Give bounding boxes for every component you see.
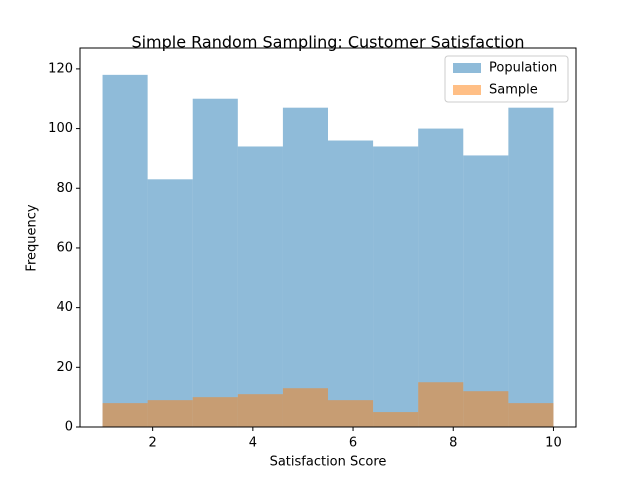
histogram-bar bbox=[237, 146, 283, 427]
histogram-bar bbox=[463, 155, 509, 427]
legend-label: Sample bbox=[489, 83, 538, 98]
legend: Population Sample bbox=[444, 55, 569, 103]
x-axis-label: Satisfaction Score bbox=[270, 455, 387, 470]
y-tick-label: 40 bbox=[56, 300, 73, 315]
legend-label: Population bbox=[489, 61, 557, 76]
y-tick-label: 0 bbox=[65, 420, 73, 435]
legend-swatch bbox=[453, 85, 481, 95]
x-tick-label: 4 bbox=[249, 436, 257, 451]
legend-swatch bbox=[453, 63, 481, 73]
histogram-bar bbox=[418, 382, 464, 427]
histogram-bar bbox=[418, 128, 464, 427]
histogram-bar bbox=[373, 146, 419, 427]
y-axis-label: Frequency bbox=[25, 204, 40, 271]
histogram-bar bbox=[282, 107, 328, 428]
histogram-bar bbox=[508, 403, 554, 427]
y-tick-label: 20 bbox=[56, 360, 73, 375]
y-tick-label: 100 bbox=[48, 121, 73, 136]
histogram-bar bbox=[282, 388, 328, 427]
y-tick-label: 80 bbox=[56, 181, 73, 196]
histogram-bar bbox=[373, 412, 419, 427]
histogram-bar bbox=[508, 107, 554, 428]
histogram-bar bbox=[192, 98, 238, 427]
histogram-bar bbox=[147, 400, 193, 427]
chart-title: Simple Random Sampling: Customer Satisfa… bbox=[131, 33, 524, 52]
x-tick-label: 6 bbox=[349, 436, 357, 451]
y-tick-label: 120 bbox=[48, 61, 73, 76]
x-tick-label: 8 bbox=[449, 436, 457, 451]
histogram-bar bbox=[328, 400, 374, 427]
histogram-bar bbox=[102, 74, 148, 427]
x-tick-label: 2 bbox=[149, 436, 157, 451]
histogram-bar bbox=[328, 140, 374, 427]
histogram-bar bbox=[192, 397, 238, 427]
plot-frame bbox=[79, 47, 577, 428]
histogram-bar bbox=[463, 391, 509, 427]
histogram-bar bbox=[102, 403, 148, 427]
histogram-bar bbox=[237, 394, 283, 427]
histogram-bar bbox=[147, 179, 193, 427]
x-tick-label: 10 bbox=[545, 436, 562, 451]
y-tick-label: 60 bbox=[56, 240, 73, 255]
